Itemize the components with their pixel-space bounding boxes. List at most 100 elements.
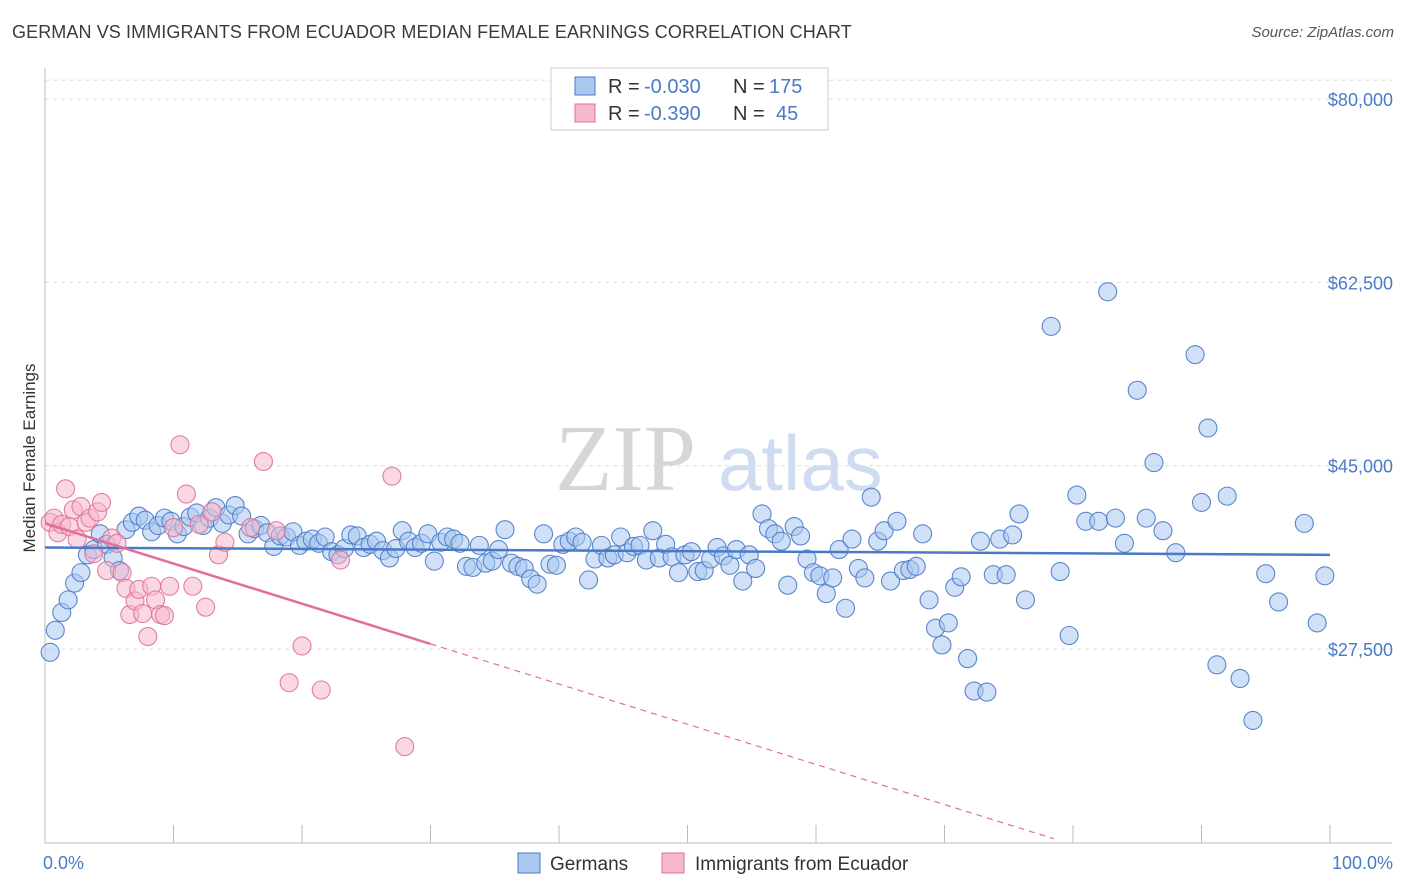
legend-swatch-germans bbox=[574, 76, 596, 96]
ecuador-points bbox=[40, 435, 415, 757]
y-tick-label-3: $27,500 bbox=[1328, 640, 1393, 660]
germans-point-149 bbox=[996, 565, 1016, 585]
germans-point-151 bbox=[1009, 504, 1029, 524]
germans-point-139 bbox=[932, 635, 952, 655]
germans-point-1 bbox=[45, 620, 65, 640]
germans-point-5 bbox=[71, 563, 91, 583]
ecuador-point-41 bbox=[279, 673, 299, 693]
germans-point-110 bbox=[746, 558, 766, 578]
germans-point-158 bbox=[1089, 511, 1109, 531]
ecuador-point-40 bbox=[266, 521, 286, 541]
ecuador-point-13 bbox=[91, 492, 112, 512]
germans-point-154 bbox=[1050, 562, 1070, 582]
x-tick-label-max: 100.0% bbox=[1332, 853, 1393, 873]
legend-n-label-2: N = bbox=[733, 103, 765, 125]
correlation-legend: R = -0.030 N = 175 R = -0.390 N = 45 bbox=[550, 67, 829, 131]
source-label: Source: ZipAtlas.com bbox=[1251, 24, 1394, 41]
germans-point-79 bbox=[546, 555, 566, 575]
x-tick-label-min: 0.0% bbox=[43, 853, 84, 873]
germans-point-170 bbox=[1207, 655, 1227, 675]
germans-point-128 bbox=[861, 487, 881, 507]
ecuador-point-23 bbox=[138, 627, 158, 647]
y-tick-labels: $80,000 $62,500 $45,000 $27,500 bbox=[1328, 90, 1393, 660]
germans-point-177 bbox=[1307, 613, 1327, 633]
ecuador-point-22 bbox=[133, 603, 153, 624]
germans-point-169 bbox=[1198, 418, 1218, 438]
series-swatch-ecuador bbox=[661, 852, 685, 874]
y-tick-label-2: $45,000 bbox=[1328, 457, 1393, 477]
ecuador-point-29 bbox=[163, 518, 184, 538]
germans-point-168 bbox=[1191, 492, 1212, 512]
legend-r-label-2: R = bbox=[608, 103, 640, 125]
germans-point-76 bbox=[527, 574, 547, 594]
ecuador-point-11 bbox=[84, 544, 104, 564]
ecuador-trend-extension bbox=[430, 643, 1054, 840]
germans-point-131 bbox=[880, 571, 901, 591]
series-legend: Germans Immigrants from Ecuador bbox=[517, 852, 909, 875]
germans-point-115 bbox=[778, 575, 798, 595]
germans-point-136 bbox=[913, 524, 933, 544]
germans-point-174 bbox=[1256, 564, 1276, 584]
legend-box bbox=[550, 67, 829, 131]
ecuador-point-37 bbox=[215, 532, 235, 552]
germans-point-123 bbox=[829, 540, 849, 560]
germans-point-122 bbox=[823, 568, 843, 588]
germans-point-125 bbox=[842, 529, 862, 549]
germans-point-71 bbox=[495, 520, 515, 540]
germans-point-153 bbox=[1041, 316, 1061, 336]
germans-point-77 bbox=[534, 524, 554, 544]
chart-title: GERMAN VS IMMIGRANTS FROM ECUADOR MEDIAN… bbox=[12, 22, 852, 42]
germans-point-67 bbox=[469, 535, 489, 555]
legend-swatch-ecuador bbox=[574, 103, 596, 123]
watermark-zip: ZIP bbox=[555, 407, 696, 511]
germans-point-164 bbox=[1144, 453, 1164, 473]
ecuador-point-4 bbox=[56, 479, 76, 499]
axes bbox=[44, 68, 1392, 844]
ecuador-point-28 bbox=[160, 576, 180, 596]
germans-point-84 bbox=[579, 570, 599, 590]
watermark-atlas: atlas bbox=[718, 419, 883, 507]
germans-point-140 bbox=[938, 613, 958, 633]
germans-point-124 bbox=[836, 598, 856, 618]
ecuador-point-45 bbox=[382, 466, 402, 486]
ecuador-point-35 bbox=[202, 502, 222, 522]
trend-lines bbox=[44, 522, 1331, 840]
ecuador-point-31 bbox=[176, 484, 196, 504]
ecuador-point-32 bbox=[183, 576, 203, 596]
ecuador-point-42 bbox=[292, 636, 312, 656]
germans-point-152 bbox=[1015, 590, 1036, 610]
watermark: ZIP atlas bbox=[555, 407, 883, 511]
legend-n-value-2: 45 bbox=[776, 103, 798, 125]
y-tick-label-1: $62,500 bbox=[1328, 273, 1393, 293]
series-label-germans: Germans bbox=[550, 854, 628, 875]
germans-point-64 bbox=[450, 533, 470, 553]
series-label-ecuador: Immigrants from Ecuador bbox=[695, 854, 909, 875]
germans-point-167 bbox=[1185, 345, 1205, 365]
germans-point-161 bbox=[1114, 533, 1134, 553]
germans-point-83 bbox=[572, 532, 592, 552]
ecuador-point-46 bbox=[395, 737, 415, 757]
germans-point-137 bbox=[919, 590, 939, 610]
germans-point-130 bbox=[874, 521, 894, 541]
germans-point-94 bbox=[643, 521, 663, 541]
germans-point-0 bbox=[40, 642, 60, 662]
germans-point-145 bbox=[970, 531, 991, 551]
ecuador-point-44 bbox=[330, 550, 351, 570]
germans-point-163 bbox=[1136, 508, 1156, 528]
x-tick-labels: 0.0% 100.0% bbox=[43, 853, 1393, 873]
germans-point-178 bbox=[1315, 566, 1335, 586]
germans-point-3 bbox=[58, 590, 78, 610]
germans-point-150 bbox=[1003, 525, 1023, 545]
germans-point-108 bbox=[733, 571, 753, 591]
germans-point-162 bbox=[1127, 380, 1147, 400]
germans-point-142 bbox=[951, 567, 971, 587]
ecuador-point-30 bbox=[170, 435, 190, 455]
germans-point-175 bbox=[1269, 592, 1289, 612]
germans-point-176 bbox=[1294, 513, 1314, 533]
series-swatch-germans bbox=[517, 852, 541, 874]
germans-point-98 bbox=[668, 563, 689, 583]
ecuador-point-34 bbox=[196, 597, 216, 617]
germans-point-172 bbox=[1230, 668, 1250, 689]
germans-point-143 bbox=[958, 649, 978, 669]
ecuador-point-39 bbox=[253, 451, 274, 472]
